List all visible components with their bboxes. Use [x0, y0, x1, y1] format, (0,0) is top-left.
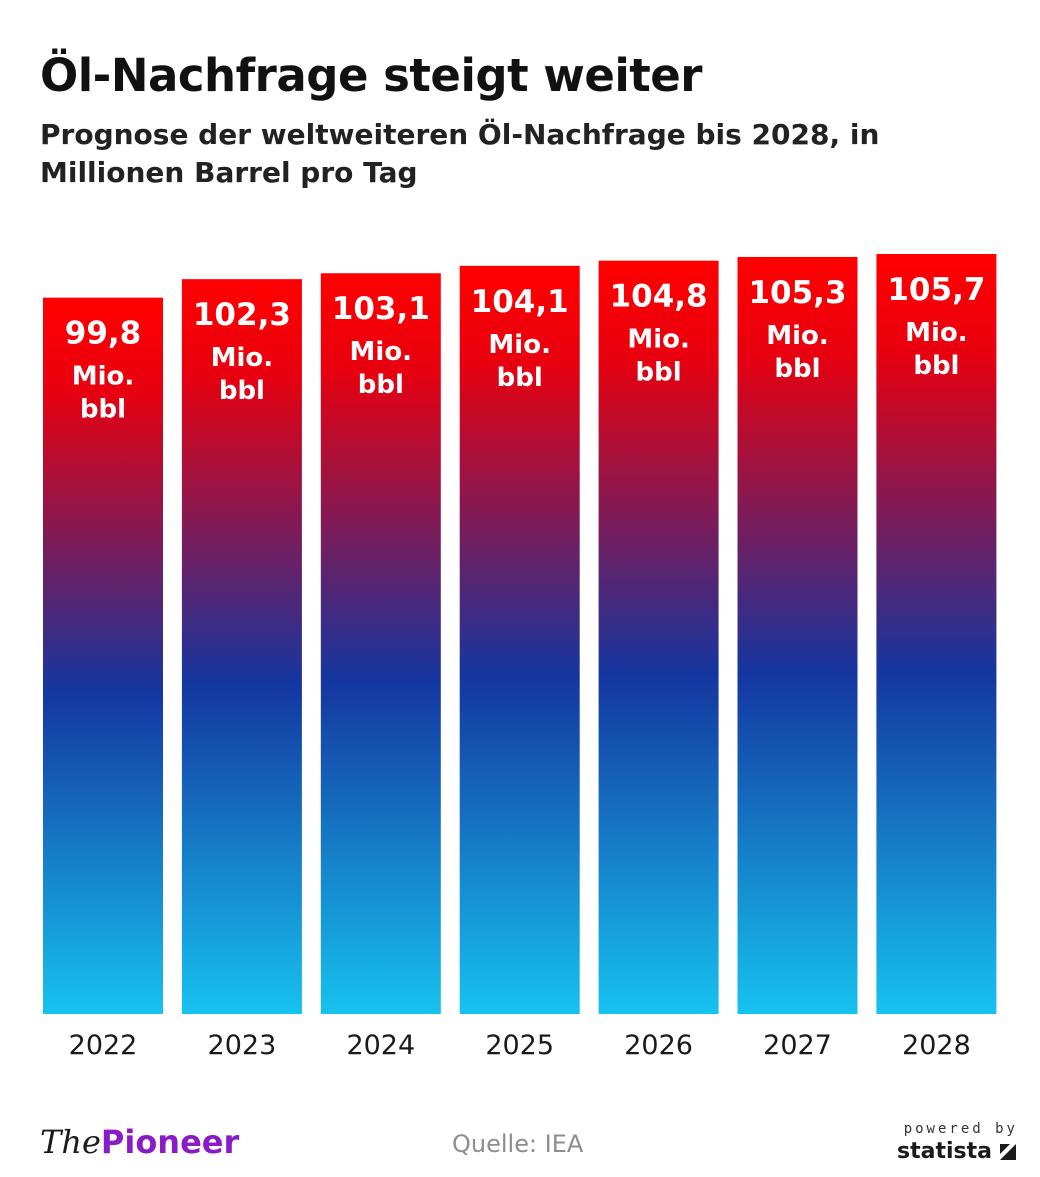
bar-2025 — [459, 265, 580, 1015]
x-tick-2028: 2028 — [902, 1030, 971, 1061]
bar-2028 — [876, 254, 997, 1014]
unit-label-2027-1: Mio. — [766, 321, 829, 351]
unit-label-2026-1: Mio. — [627, 325, 690, 355]
logo-prefix: The — [40, 1123, 101, 1161]
unit-label-2023-2: bbl — [219, 376, 265, 406]
value-label-2023: 102,3 — [193, 297, 291, 333]
logo-name: Pioneer — [100, 1123, 240, 1161]
value-label-2028: 105,7 — [887, 272, 985, 308]
bar-2026 — [598, 260, 719, 1014]
x-tick-2027: 2027 — [763, 1030, 832, 1061]
unit-label-2028-2: bbl — [913, 351, 959, 381]
x-tick-2026: 2026 — [624, 1030, 693, 1061]
unit-label-2023-1: Mio. — [211, 343, 274, 373]
unit-label-2028-1: Mio. — [905, 318, 968, 348]
value-label-2027: 105,3 — [748, 275, 846, 311]
bar-chart: 99,8Mio.bbl102,3Mio.bbl103,1Mio.bbl104,1… — [43, 254, 997, 1061]
x-tick-2023: 2023 — [208, 1030, 277, 1061]
bar-2027 — [737, 256, 858, 1015]
chart-subtitle: Prognose der weltweiteren Öl-Nachfrage b… — [40, 118, 880, 189]
unit-label-2022-2: bbl — [80, 395, 126, 425]
chart-title: Öl-Nachfrage steigt weiter — [40, 49, 703, 102]
bar-2023 — [181, 279, 302, 1014]
statista-logo-icon — [1000, 1144, 1016, 1160]
unit-label-2024-1: Mio. — [350, 337, 413, 367]
unit-label-2025-2: bbl — [497, 363, 543, 393]
the-pioneer-logo: ThePioneer — [40, 1122, 239, 1162]
unit-label-2022-1: Mio. — [72, 362, 135, 392]
x-tick-2025: 2025 — [485, 1030, 554, 1061]
value-label-2026: 104,8 — [610, 279, 708, 315]
x-tick-2022: 2022 — [69, 1030, 138, 1061]
value-label-2022: 99,8 — [65, 316, 142, 352]
x-tick-2024: 2024 — [346, 1030, 415, 1061]
source-note: Quelle: IEA — [452, 1130, 584, 1158]
powered-by-statista: powered by statista — [897, 1120, 1018, 1166]
unit-label-2024-2: bbl — [358, 370, 404, 400]
unit-label-2026-2: bbl — [636, 358, 682, 388]
unit-label-2025-1: Mio. — [488, 330, 551, 360]
powered-by-text: powered by — [903, 1121, 1018, 1137]
statista-wordmark: statista — [897, 1139, 992, 1164]
bar-2024 — [320, 273, 441, 1014]
bar-2022 — [43, 297, 163, 1014]
value-label-2025: 104,1 — [471, 284, 569, 320]
unit-label-2027-2: bbl — [774, 354, 820, 384]
value-label-2024: 103,1 — [332, 291, 430, 327]
